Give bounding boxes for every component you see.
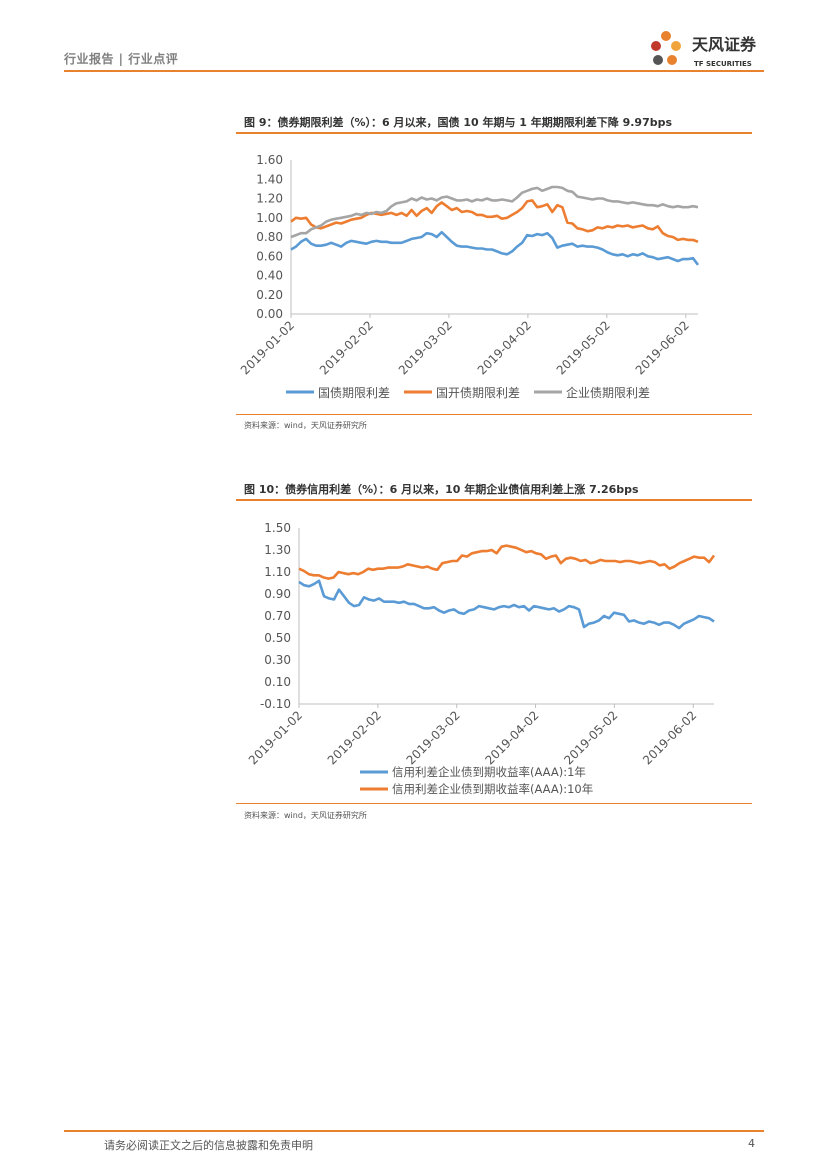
legend-label: 信用利差企业债到期收益率(AAA):1年: [392, 765, 586, 779]
header-divider: [64, 70, 764, 72]
figure-9-source: 资料来源：wind，天风证券研究所: [244, 421, 367, 430]
figure-9-title: 图 9：债券期限利差（%）：6 月以来，国债 10 年期与 1 年期期限利差下降…: [244, 116, 673, 129]
y-tick-label: 0.00: [256, 307, 283, 321]
x-tick-label: 2019-03-02: [404, 708, 463, 767]
figure-10-top-rule: [236, 499, 752, 501]
y-tick-label: 1.20: [256, 192, 283, 206]
y-tick-label: 1.10: [264, 565, 291, 579]
y-tick-label: -0.10: [260, 697, 291, 711]
series-line-0: [298, 579, 715, 630]
series-line-2: [290, 185, 699, 239]
x-tick-label: 2019-04-02: [475, 318, 534, 377]
y-tick-label: 0.10: [264, 675, 291, 689]
y-tick-label: 1.40: [256, 172, 283, 186]
y-tick-label: 0.80: [256, 230, 283, 244]
x-tick-label: 2019-06-02: [633, 318, 692, 377]
y-tick-label: 0.30: [264, 653, 291, 667]
legend-label: 国债期限利差: [318, 386, 390, 400]
y-tick-label: 0.40: [256, 269, 283, 283]
y-tick-label: 0.20: [256, 288, 283, 302]
figure-10-source: 资料来源：wind，天风证券研究所: [244, 811, 367, 820]
logo-petal-icon: [671, 41, 681, 51]
figure-9-bottom-rule: [236, 414, 752, 415]
y-tick-label: 1.30: [264, 543, 291, 557]
y-tick-label: 0.60: [256, 249, 283, 263]
figure-10-chart: -0.10 0.10 0.30 0.50 0.70 0.90 1.10 1.30 1.50 20…: [246, 521, 716, 796]
report-category: 行业报告 | 行业点评: [64, 52, 179, 66]
x-tick-label: 2019-01-02: [238, 318, 297, 377]
logo-petal-icon: [661, 31, 671, 41]
x-tick-label: 2019-05-02: [561, 708, 620, 767]
figure-9-chart: 0.00 0.20 0.40 0.60 0.80 1.00 1.20 1.40 1.60 201…: [238, 153, 700, 400]
x-tick-label: 2019-01-02: [246, 708, 305, 767]
y-tick-label: 1.00: [256, 211, 283, 225]
series-line-1: [290, 199, 699, 244]
figure-10-title: 图 10：债券信用利差（%）：6 月以来，10 年期企业债信用利差上涨 7.26…: [244, 483, 639, 496]
logo-cn-text: 天风证券: [692, 35, 757, 54]
legend-label: 企业债期限利差: [566, 385, 650, 400]
x-tick-label: 2019-03-02: [396, 318, 455, 377]
figure-10-bottom-rule: [236, 803, 752, 804]
y-tick-label: 0.90: [264, 587, 291, 601]
disclaimer-text: 请务必阅读正文之后的信息披露和免责申明: [104, 1139, 313, 1152]
y-tick-label: 0.70: [264, 609, 291, 623]
series-line-0: [290, 230, 700, 266]
x-tick-label: 2019-04-02: [482, 708, 541, 767]
y-tick-label: 0.50: [264, 631, 291, 645]
legend-label: 信用利差企业债到期收益率(AAA):10年: [392, 782, 593, 796]
x-tick-label: 2019-05-02: [554, 318, 613, 377]
x-tick-label: 2019-06-02: [640, 708, 699, 767]
footer-divider: [64, 1130, 764, 1132]
figure-9-top-rule: [236, 132, 752, 134]
y-tick-label: 1.50: [264, 521, 291, 535]
x-tick-label: 2019-02-02: [325, 708, 384, 767]
logo-petal-icon: [653, 55, 663, 65]
series-line-1: [298, 544, 716, 580]
legend-label: 国开债期限利差: [436, 386, 520, 400]
logo-petal-icon: [667, 55, 677, 65]
tf-securities-logo: 天风证券 TF SECURITIES: [651, 31, 757, 68]
y-tick-label: 1.60: [256, 153, 283, 167]
logo-petal-icon: [651, 41, 661, 51]
x-tick-label: 2019-02-02: [317, 318, 376, 377]
logo-en-text: TF SECURITIES: [694, 60, 752, 68]
page-number: 4: [748, 1137, 755, 1150]
